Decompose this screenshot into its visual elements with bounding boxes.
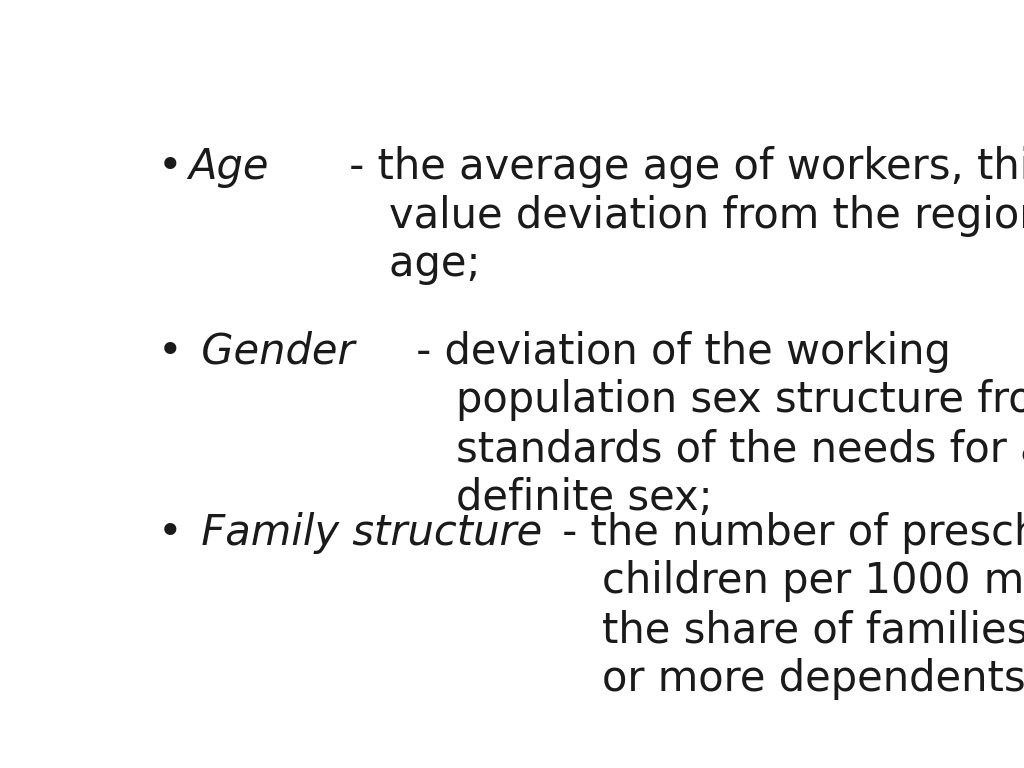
Text: - deviation of the working
    population sex structure from regional
    standa: - deviation of the working population se… — [403, 331, 1024, 518]
Text: •: • — [158, 146, 182, 188]
Text: - the number of preschool
    children per 1000 mothers of working age,
    the : - the number of preschool children per 1… — [549, 511, 1024, 700]
Text: Gender: Gender — [188, 331, 355, 372]
Text: •: • — [158, 331, 182, 372]
Text: Family structure: Family structure — [188, 511, 543, 554]
Text: - the average age of workers, this
    value deviation from the regional norm of: - the average age of workers, this value… — [337, 146, 1024, 285]
Text: •: • — [158, 511, 182, 554]
Text: Age: Age — [188, 146, 269, 188]
